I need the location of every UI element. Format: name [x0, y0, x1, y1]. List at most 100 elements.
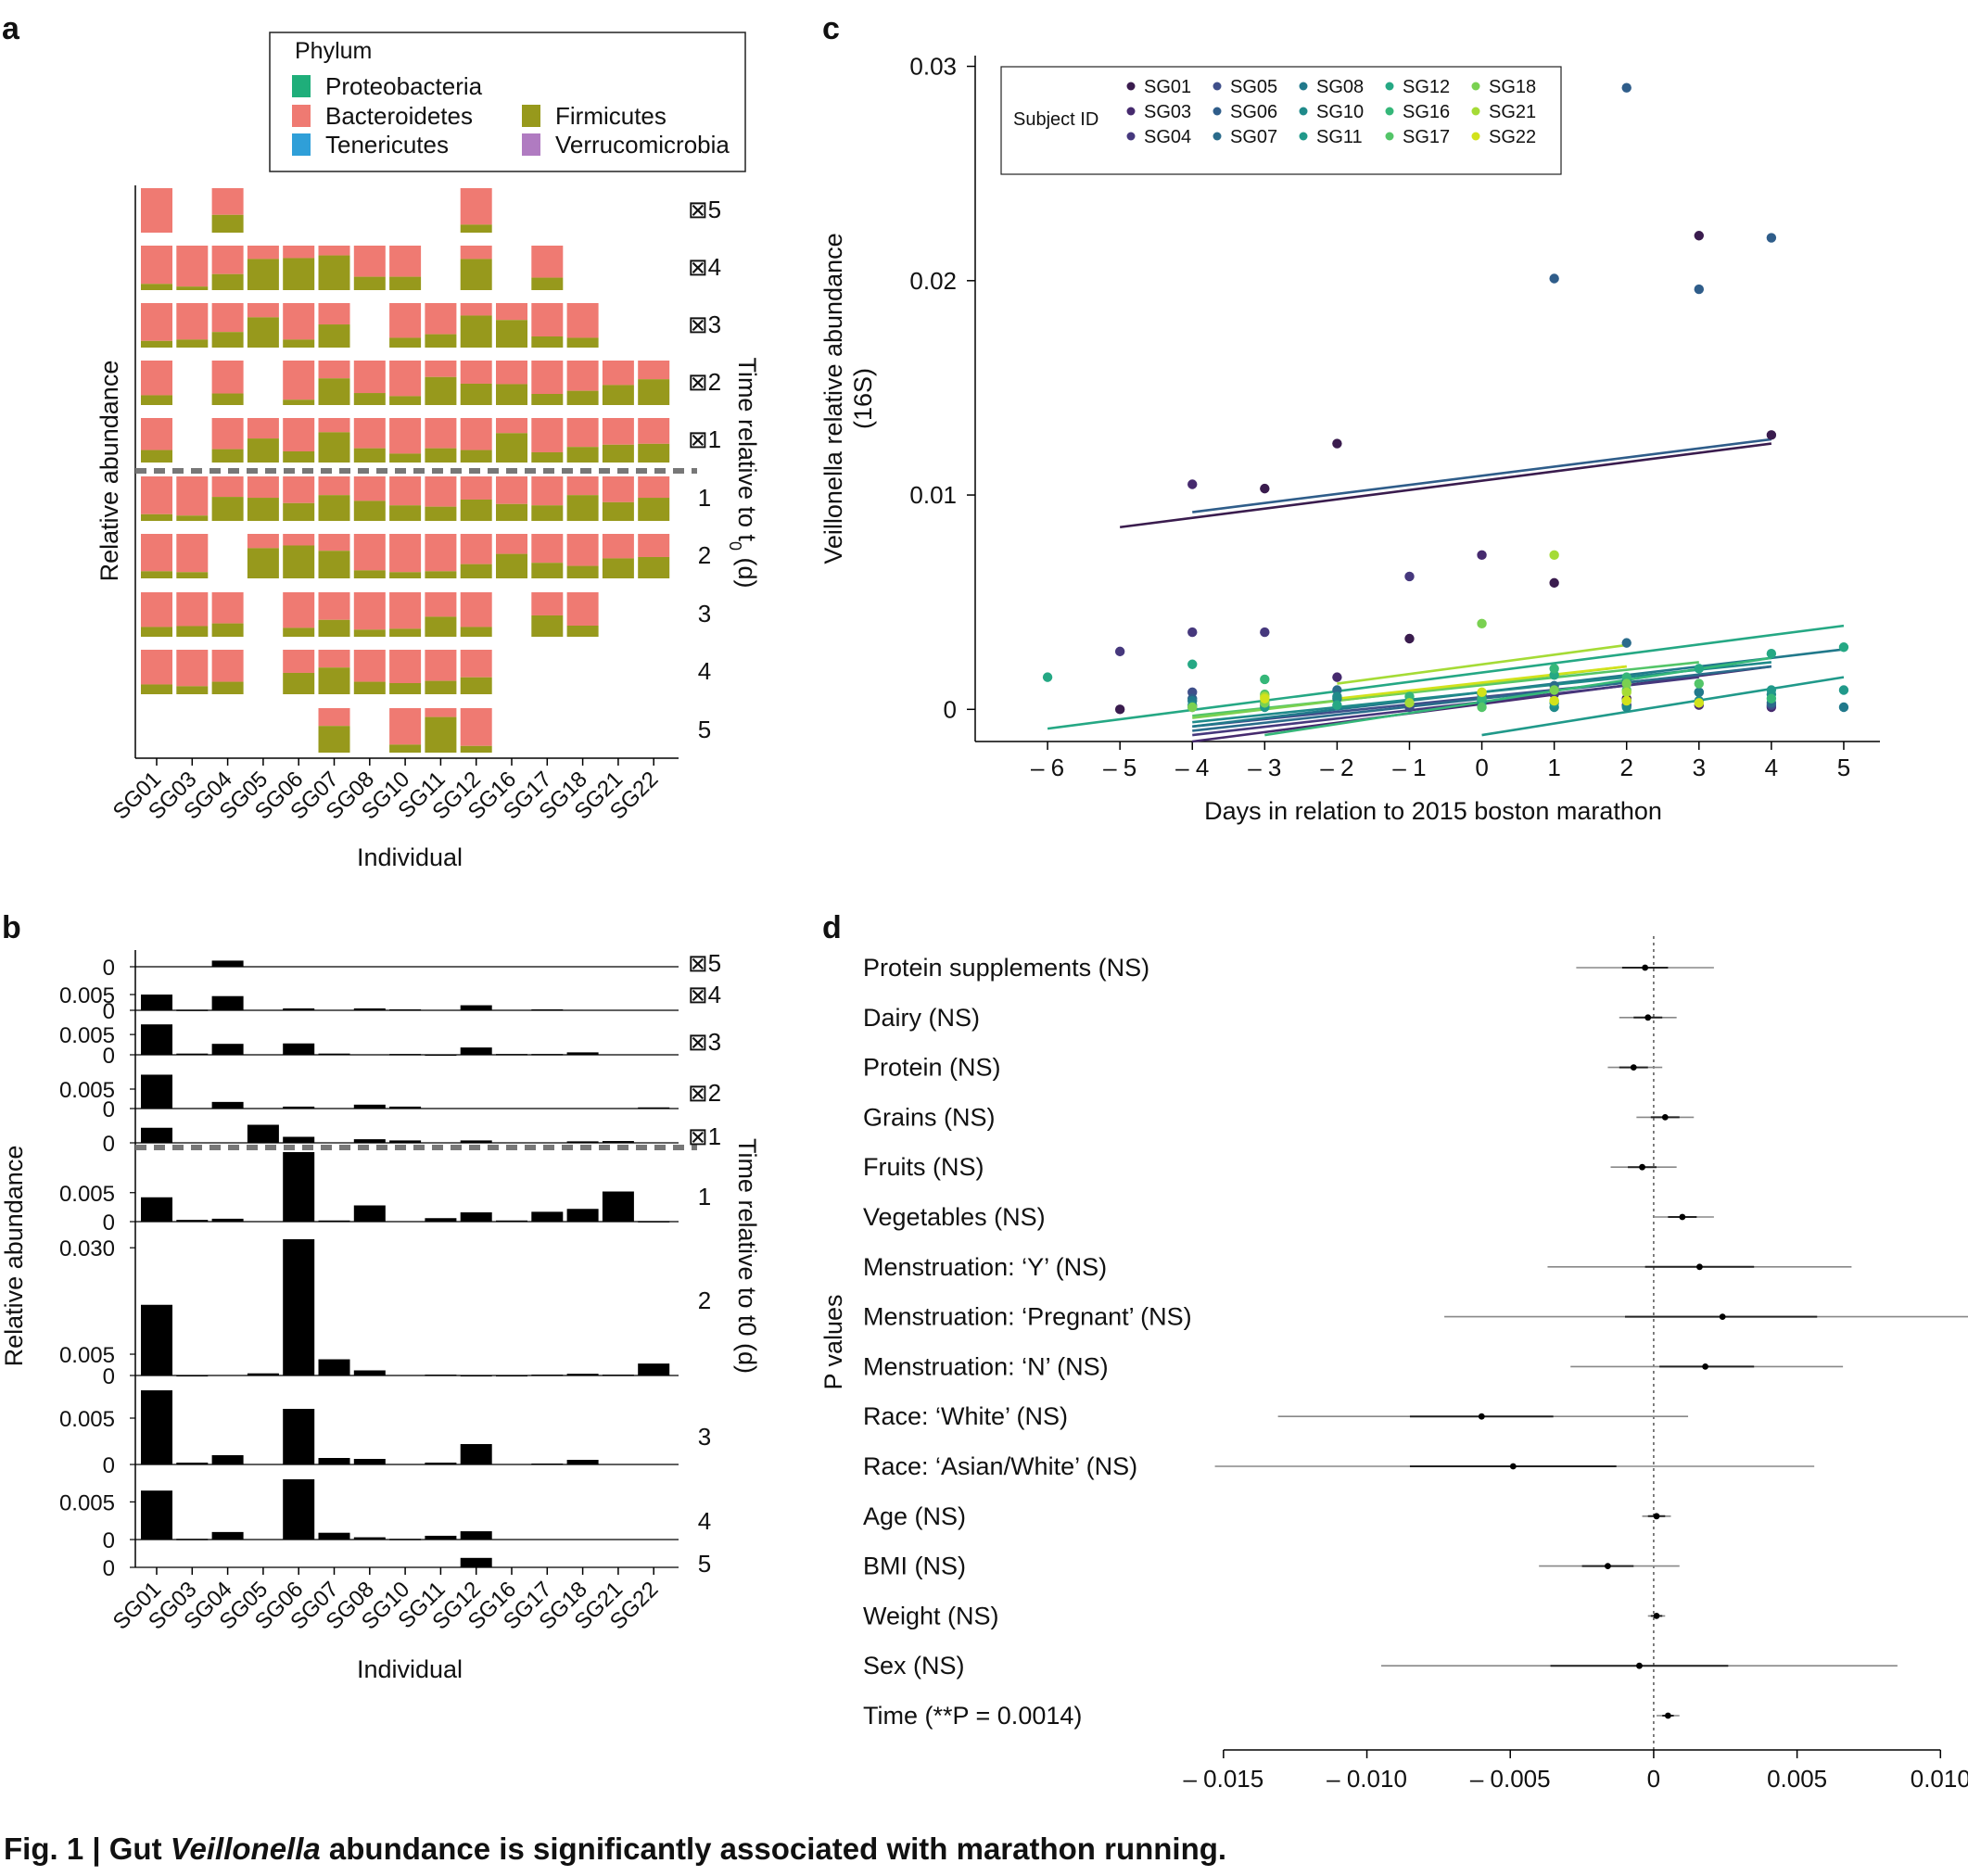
panel-b-bar	[318, 1458, 350, 1464]
panel-b-bar	[566, 1052, 599, 1055]
panel-b-bar	[141, 1490, 172, 1540]
panel-c-fit-line-sg04	[1192, 676, 1699, 737]
panel-a-bar-firmicutes	[460, 259, 492, 290]
panel-label-c: c	[822, 11, 840, 46]
panel-c-x-axis-label: Days in relation to 2015 boston marathon	[1204, 797, 1662, 825]
panel-a-bar-firmicutes	[602, 444, 634, 463]
panel-d-estimate	[1478, 1413, 1485, 1420]
panel-c-fit-line-sg11	[1481, 676, 1845, 737]
panel-b-bar	[460, 1531, 492, 1540]
caption-genus: Veillonella	[170, 1832, 321, 1866]
panel-a-bar-bacteroidetes	[496, 534, 527, 554]
panel-d-row-label: Time (**P = 0.0014)	[863, 1702, 1082, 1730]
legend-swatch-firmicutes	[522, 105, 540, 127]
panel-a-bar-firmicutes	[531, 505, 564, 521]
ylabel-line2: (16S)	[849, 368, 877, 429]
panel-a-bar-firmicutes	[425, 571, 457, 578]
panel-b-bar	[353, 1459, 386, 1464]
panel-a-bar-bacteroidetes	[318, 361, 350, 379]
panel-a-bar-bacteroidetes	[353, 246, 386, 277]
panel-a-bar-firmicutes	[247, 259, 279, 290]
panel-a-bar-firmicutes	[353, 629, 386, 637]
panel-a-bar-bacteroidetes	[211, 476, 244, 498]
panel-a-bar-firmicutes	[531, 394, 564, 405]
panel-a-bar-firmicutes	[318, 432, 350, 463]
panel-a-bar-bacteroidetes	[460, 534, 492, 564]
panel-a-bar-bacteroidetes	[389, 476, 422, 506]
panel-c-legend-marker	[1126, 107, 1136, 116]
panel-c-y-tick-label: 0.03	[909, 53, 957, 81]
panel-c-legend-marker	[1471, 82, 1480, 91]
panel-b-bar	[318, 1359, 350, 1375]
panel-a-bar-firmicutes	[602, 558, 634, 578]
panel-a-bar-firmicutes	[389, 744, 422, 753]
panel-c-x-tick-label: – 3	[1248, 754, 1281, 781]
panel-b-bar	[283, 1106, 315, 1109]
panel-b-bar	[141, 1024, 172, 1055]
panel-b-bar	[141, 1390, 172, 1464]
panel-a-bar-bacteroidetes	[353, 418, 386, 449]
panel-a-bar-firmicutes	[425, 376, 457, 405]
panel-a-bar-firmicutes	[211, 497, 244, 521]
caption-suffix: abundance is significantly associated wi…	[320, 1832, 1227, 1866]
panel-b-bar	[460, 1444, 492, 1464]
panel-d-x-tick-label: 0	[1647, 1765, 1660, 1793]
panel-b-row-label: 5	[698, 1550, 711, 1578]
panel-a-bar-bacteroidetes	[283, 592, 315, 628]
panel-b-bar	[141, 1074, 172, 1109]
panel-c-legend-marker	[1385, 82, 1394, 91]
panel-a-bar-bacteroidetes	[283, 534, 315, 546]
panel-c-point-sg12	[1332, 700, 1342, 710]
panel-a-bar-bacteroidetes	[318, 303, 350, 325]
panel-a-bar-bacteroidetes	[496, 418, 527, 434]
panel-a-row-label: ⊠1	[688, 425, 721, 453]
panel-d-row-label: Protein supplements (NS)	[863, 954, 1149, 982]
panel-a-row-label: ⊠5	[688, 196, 721, 223]
panel-a-bar-firmicutes	[460, 450, 492, 463]
panel-a-bar-bacteroidetes	[247, 303, 279, 318]
panel-a-bar-firmicutes	[283, 451, 315, 463]
panel-b-bar	[425, 1375, 457, 1376]
legend-swatch-tenericutes	[292, 133, 311, 156]
panel-b-bar	[389, 1054, 422, 1056]
panel-b-bar	[353, 1104, 386, 1109]
panel-a-bar-bacteroidetes	[566, 592, 599, 626]
panel-d-x-tick-label: – 0.005	[1470, 1765, 1551, 1793]
panel-c-x-tick-label: – 2	[1320, 754, 1353, 781]
panel-a-bar-bacteroidetes	[460, 246, 492, 260]
panel-a-bar-bacteroidetes	[211, 246, 244, 274]
panel-a-bar-firmicutes	[353, 501, 386, 521]
panel-a-bar-bacteroidetes	[389, 708, 422, 745]
panel-d-row-label: Race: ‘White’ (NS)	[863, 1402, 1068, 1430]
panel-label-a: a	[2, 11, 20, 46]
panel-a-bar-firmicutes	[460, 564, 492, 578]
panel-b-y-tick-label: 0.005	[59, 1407, 115, 1432]
panel-a-bar-firmicutes	[211, 681, 244, 694]
panel-a-bar-bacteroidetes	[211, 592, 244, 624]
panel-c-point-sg10	[1332, 691, 1342, 702]
panel-a-bar-firmicutes	[566, 495, 599, 521]
panel-a-bar-bacteroidetes	[602, 476, 634, 502]
panel-c-point-sg01	[1404, 633, 1415, 644]
panel-c-fit-line-sg16	[1264, 656, 1772, 737]
panel-a-bar-bacteroidetes	[425, 592, 457, 617]
panel-a-bar-bacteroidetes	[425, 361, 457, 377]
panel-b-bar	[638, 1221, 670, 1223]
panel-b-bar	[176, 1053, 209, 1056]
panel-a-bar-firmicutes	[496, 384, 527, 405]
panel-a-bar-firmicutes	[283, 339, 315, 348]
panel-b-bar	[211, 1044, 244, 1055]
panel-b-row-label: ⊠1	[688, 1122, 721, 1150]
panel-a-bar-firmicutes	[566, 390, 599, 405]
panel-a-bar-firmicutes	[283, 399, 315, 405]
panel-d-row-label: Sex (NS)	[863, 1652, 965, 1680]
panel-a-bar-bacteroidetes	[141, 246, 172, 285]
panel-a-bar-firmicutes	[141, 340, 172, 348]
panel-a-row-label: ⊠3	[688, 311, 721, 338]
panel-c-legend-label: SG22	[1489, 127, 1536, 147]
panel-a-bar-bacteroidetes	[141, 650, 172, 685]
panel-c-point-sg11	[1838, 685, 1849, 695]
panel-c-point-sg01	[1114, 704, 1125, 715]
panel-c-legend-label: SG17	[1403, 127, 1450, 147]
panel-b-bar	[389, 1106, 422, 1109]
